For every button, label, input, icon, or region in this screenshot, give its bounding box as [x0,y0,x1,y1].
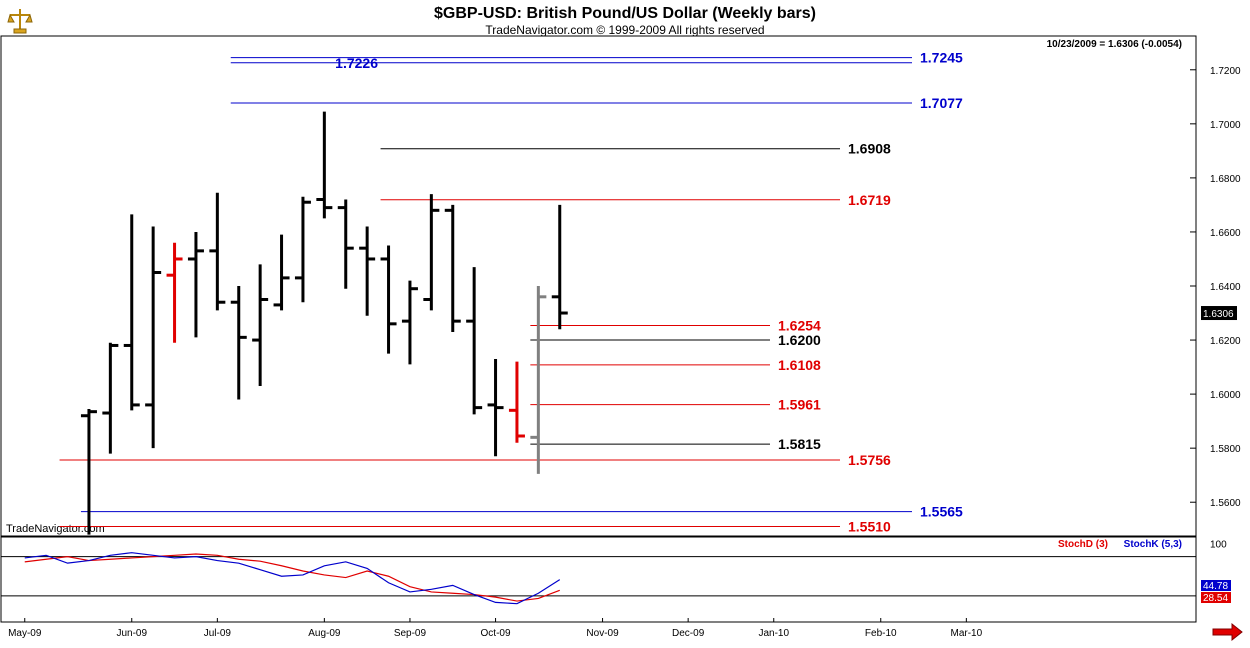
y-axis: 1.7200 1.7000 1.6800 1.6600 1.6400 1.6200 1.60… [1190,66,1241,509]
level-label: 1.7245 [920,50,963,66]
price-panel [0,35,1197,537]
level-label: 1.5815 [778,436,821,452]
level-label: 1.6719 [848,192,891,208]
y-tick-label: 1.6200 [1210,336,1241,347]
current-price-box [1201,306,1237,321]
last-bar-info: 10/23/2009 = 1.6306 (-0.0054) [1047,39,1182,50]
level-label: 1.6200 [778,332,821,348]
x-axis: May-09 Jun-09 Jul-09 Aug-09 Sep-09 Oct-09 Nov-… [8,618,983,639]
level-label: 1.5510 [848,519,891,535]
stochastic-panel [0,536,1197,623]
scales-icon[interactable] [5,5,35,35]
stoch-readout: 28.54 [1203,593,1228,604]
ohlc-bar [294,196,311,303]
ohlc-bar [187,231,204,338]
stoch-series-line [24,553,560,602]
legend-stochd: StochD (3) [1058,539,1108,550]
ohlc-bar [508,361,525,443]
ohlc-bar [316,111,333,219]
level-label: 1.5565 [920,504,963,520]
level-label: 1.6254 [778,317,821,333]
level-label: 1.7077 [920,95,963,111]
x-tick-label: Feb-10 [865,628,897,639]
y-tick-label: 1.6800 [1210,174,1241,185]
ohlc-bar [80,408,97,535]
ohlc-bar [530,286,547,474]
level-label: 1.6908 [848,141,891,157]
ohlc-bar [487,358,504,457]
ohlc-bar [166,242,183,343]
legend-stochk: StochK (5,3) [1124,539,1182,550]
chart-subtitle: TradeNavigator.com © 1999-2009 All right… [485,23,764,37]
x-tick-label: May-09 [8,628,42,639]
y-tick-label: 1.6600 [1210,228,1241,239]
ohlc-bar [444,204,461,332]
y-tick-label: 1.5800 [1210,444,1241,455]
x-tick-label: Jan-10 [758,628,789,639]
stoch-y-tick-label: 100 [1210,540,1227,551]
x-tick-label: Aug-09 [308,628,341,639]
y-tick-label: 1.5600 [1210,498,1241,509]
level-label: 1.5756 [848,452,891,468]
stoch-readout: 44.78 [1203,581,1228,592]
x-tick-label: Sep-09 [394,628,427,639]
ohlc-bar [337,199,354,289]
level-label: 1.7226 [335,55,378,71]
x-tick-label: Jul-09 [204,628,232,639]
x-tick-label: Nov-09 [586,628,619,639]
x-tick-label: Oct-09 [481,628,511,639]
stoch-readout-box [1201,580,1231,591]
level-label: 1.5961 [778,397,821,413]
scroll-right-arrow-icon[interactable] [1212,622,1243,642]
bars-layer [80,111,568,535]
current-price-label: 1.6306 [1203,309,1234,320]
ohlc-bar [273,234,290,311]
ohlc-bar [145,226,162,449]
ohlc-bar [423,194,440,311]
y-tick-label: 1.7000 [1210,120,1241,131]
ohlc-bar [359,226,376,316]
ohlc-bar [230,286,247,400]
y-tick-label: 1.6400 [1210,282,1241,293]
x-tick-label: Mar-10 [951,628,983,639]
y-tick-label: 1.7200 [1210,66,1241,77]
ohlc-bar [209,192,226,311]
stoch-readout-box [1201,592,1231,603]
level-label: 1.6108 [778,357,821,373]
ohlc-bar [401,280,418,365]
y-tick-label: 1.6000 [1210,390,1241,401]
chart-title: $GBP-USD: British Pound/US Dollar (Weekl… [434,5,816,22]
x-tick-label: Jun-09 [116,628,147,639]
ohlc-bar [380,245,397,354]
ohlc-bar [123,214,140,411]
stoch-series-line [24,552,561,605]
watermark: TradeNavigator.com [6,523,105,535]
ohlc-bar [466,267,483,415]
x-tick-label: Dec-09 [672,628,705,639]
ohlc-bar [102,342,119,454]
levels-layer: 1.7245 1.7226 1.7077 1.6908 1.6719 1.62541.62… [59,50,963,535]
ohlc-bar [252,264,269,386]
ohlc-bar [551,204,568,330]
